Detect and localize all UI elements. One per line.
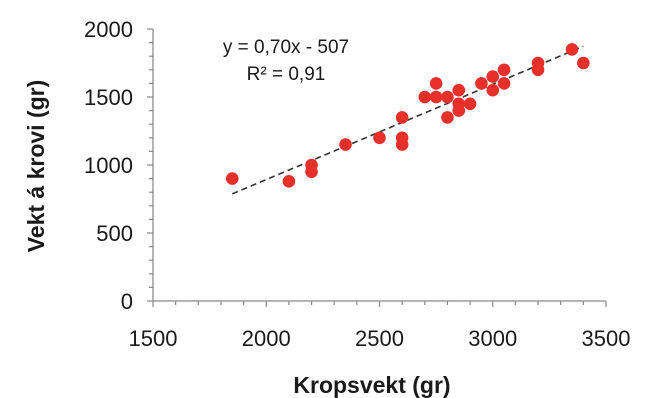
y-tick-label: 500: [96, 221, 133, 246]
data-point: [565, 43, 579, 56]
data-point: [429, 77, 443, 90]
data-point: [452, 97, 466, 111]
data-point: [418, 90, 432, 104]
x-axis-title: Kropsvekt (gr): [293, 372, 450, 398]
y-tick-label: 2000: [84, 17, 133, 42]
data-points: [225, 43, 590, 188]
data-point: [452, 83, 466, 97]
data-point: [531, 56, 545, 70]
data-point: [441, 111, 454, 124]
data-point: [486, 70, 500, 83]
trendline-equation: y = 0,70x - 507: [223, 37, 349, 58]
data-point: [577, 56, 590, 70]
x-axis-tick-labels: 1500 2000 2500 3000 3500: [129, 326, 631, 351]
data-point: [429, 90, 443, 104]
data-point: [282, 175, 296, 188]
x-tick-label: 2500: [355, 326, 404, 351]
data-point: [305, 158, 318, 172]
data-point: [475, 77, 488, 90]
y-tick-label: 0: [121, 289, 133, 314]
r-squared-label: R² = 0,91: [247, 64, 326, 85]
data-point: [486, 83, 500, 97]
data-point: [339, 138, 352, 151]
y-axis-title: Vekt á krovi (gr): [23, 80, 49, 253]
data-point: [373, 131, 386, 145]
data-point: [225, 172, 239, 185]
x-tick-label: 3500: [582, 326, 631, 351]
x-tick-label: 1500: [129, 326, 178, 351]
x-tick-label: 3000: [468, 326, 517, 351]
y-axis-ticks: [147, 28, 153, 302]
y-tick-label: 1500: [84, 85, 133, 110]
x-axis-ticks: [152, 301, 607, 307]
data-point: [463, 97, 477, 111]
data-point: [395, 111, 409, 124]
y-axis-tick-labels: 0 500 1000 1500 2000: [84, 17, 133, 314]
data-point: [395, 131, 409, 145]
x-tick-label: 2000: [242, 326, 291, 351]
data-point: [497, 63, 511, 77]
data-point: [441, 90, 454, 104]
data-point: [497, 77, 511, 90]
y-tick-label: 1000: [84, 153, 133, 178]
